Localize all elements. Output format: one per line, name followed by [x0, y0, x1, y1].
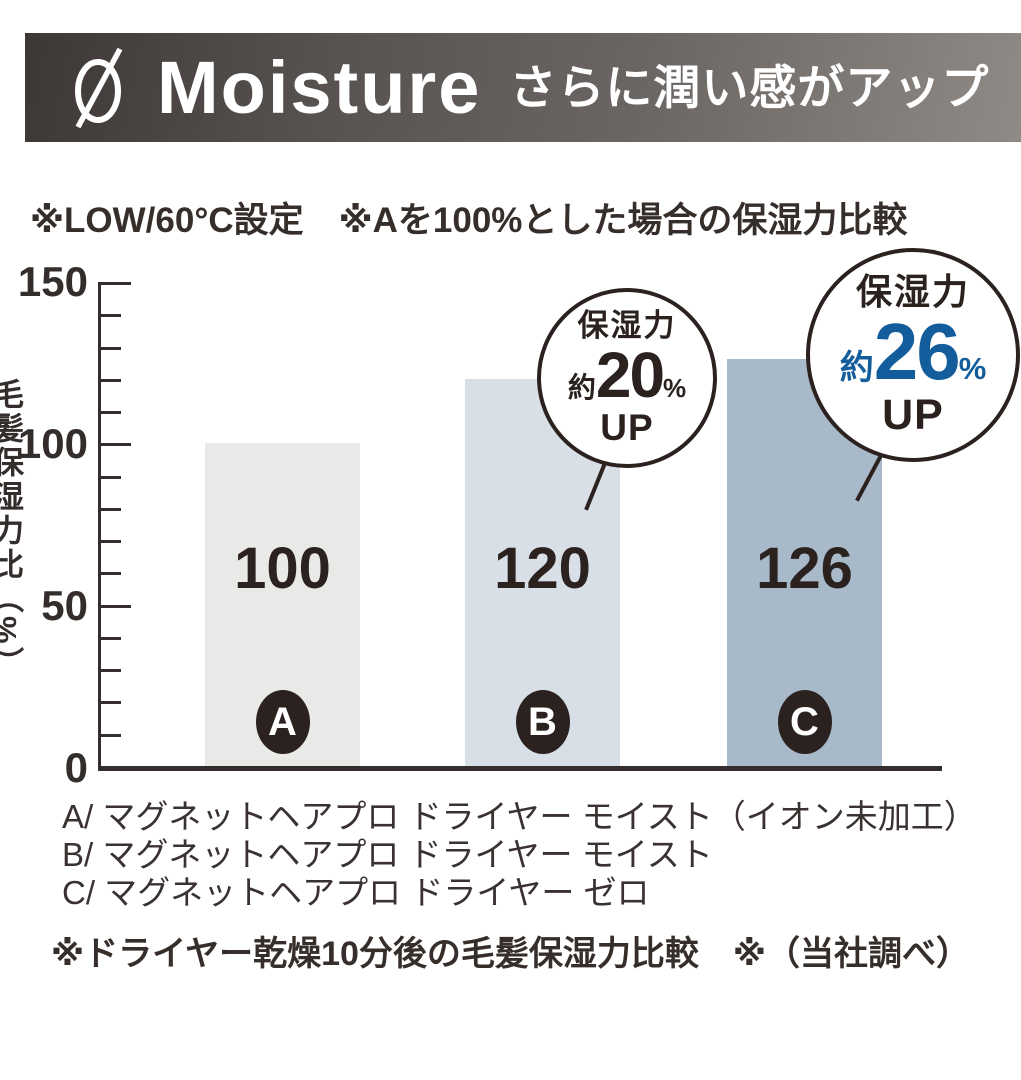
y-minor-tick	[101, 733, 121, 737]
y-minor-tick	[101, 572, 121, 576]
y-axis	[98, 282, 101, 771]
y-minor-tick	[101, 346, 121, 350]
ytick-100: 100	[17, 420, 88, 467]
callout-c-up: UP	[882, 390, 944, 439]
bar-b-value: 120	[494, 536, 591, 601]
callout-26-percent-up: 保湿力 約 26% UP	[806, 248, 1020, 462]
callout-c-approx: 約	[839, 348, 874, 387]
callout-b-approx: 約	[567, 372, 596, 403]
footnote: ※ドライヤー乾燥10分後の毛髪保湿力比較 ※（当社調べ）	[51, 935, 970, 973]
y-minor-tick	[101, 701, 121, 705]
y-minor-tick	[101, 314, 121, 318]
plot-area: 毛髪保湿力比（%） 0 50 100 150 100 A 120 B 126 C	[0, 261, 1021, 789]
callout-c-figure: 約 26%	[839, 306, 987, 396]
slashed-zero-icon	[75, 47, 123, 128]
y-minor-tick	[101, 507, 121, 511]
legend: A/ マグネットヘアプロ ドライヤー モイスト（イオン未加工） B/ マグネット…	[62, 798, 977, 912]
bar-c-value: 126	[756, 536, 853, 601]
condition-note: ※LOW/60°C設定 ※Aを100%とした場合の保湿力比較	[30, 201, 908, 240]
banner-title: Moisture	[157, 45, 482, 129]
moisture-banner: Moisture さらに潤い感がアップ	[25, 33, 1021, 142]
y-minor-tick	[101, 540, 121, 544]
callout-b-unit: %	[663, 373, 687, 403]
y-minor-tick	[101, 411, 121, 415]
x-axis	[98, 766, 942, 771]
legend-item-c: C/ マグネットヘアプロ ドライヤー ゼロ	[62, 874, 650, 911]
bar-column-a: 100 A	[205, 282, 360, 766]
callout-b-label: 保湿力	[577, 308, 677, 343]
y-major-tick	[101, 604, 131, 608]
bar-a-badge: A	[255, 690, 310, 754]
callout-b-value: 20	[595, 339, 665, 411]
y-axis-label: 毛髪保湿力比（%）	[0, 378, 23, 681]
legend-item-a: A/ マグネットヘアプロ ドライヤー モイスト（イオン未加工）	[62, 798, 977, 835]
y-minor-tick	[101, 669, 121, 673]
y-minor-tick	[101, 475, 121, 479]
ytick-50: 50	[41, 582, 88, 629]
bar-b-badge: B	[515, 690, 570, 754]
callout-c-label: 保湿力	[855, 270, 970, 312]
bar-column-c: 126 C	[727, 282, 882, 766]
y-major-tick	[101, 443, 131, 447]
callout-c-unit: %	[958, 350, 987, 386]
legend-item-b: B/ マグネットヘアプロ ドライヤー モイスト	[62, 836, 713, 873]
ytick-150: 150	[17, 258, 88, 305]
callout-b-up: UP	[600, 407, 654, 448]
y-minor-tick	[101, 636, 121, 640]
y-major-tick	[101, 282, 131, 285]
bar-c-badge: C	[777, 690, 832, 754]
ytick-0: 0	[64, 744, 88, 791]
callout-b-figure: 約 20%	[568, 343, 686, 407]
callout-c-value: 26	[873, 306, 961, 396]
banner-subtitle: さらに潤い感がアップ	[509, 61, 990, 114]
callout-20-percent-up: 保湿力 約 20% UP	[537, 288, 717, 468]
bar-a-value: 100	[234, 536, 331, 601]
y-minor-tick	[101, 378, 121, 382]
